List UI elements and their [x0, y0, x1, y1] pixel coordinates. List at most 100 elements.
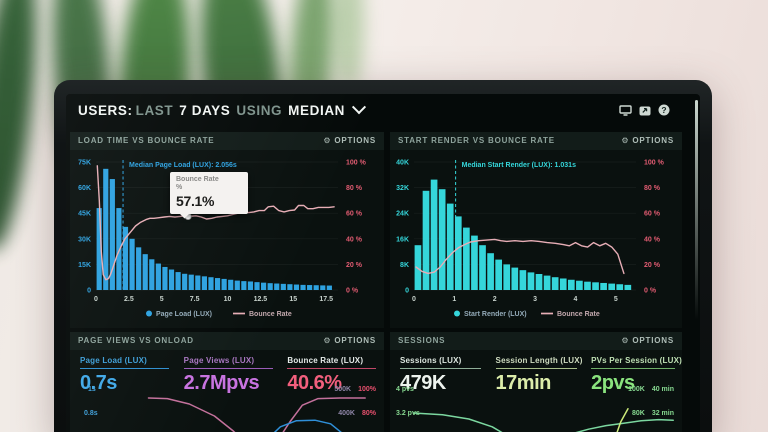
histogram-bar[interactable]	[438, 189, 446, 290]
sessions-sparkline: 4 pvs 3.2 pvs 100K 40 min 80K 32 min	[390, 386, 682, 432]
y-axis-right-tick: 20 %	[644, 262, 661, 269]
histogram-bar[interactable]	[241, 281, 247, 290]
tooltip-unit: %	[176, 184, 183, 191]
histogram-bar[interactable]	[430, 179, 438, 290]
x-axis-tick: 1	[452, 296, 456, 303]
histogram-bar[interactable]	[624, 284, 632, 290]
gear-icon: ⚙	[323, 336, 332, 345]
histogram-bar[interactable]	[300, 284, 306, 290]
histogram-bar[interactable]	[600, 282, 607, 290]
legend-line-label: Bounce Rate	[249, 311, 292, 318]
metric-underline	[591, 368, 675, 369]
histogram-bar[interactable]	[527, 272, 535, 290]
tooltip-value: 57.1%	[176, 193, 215, 209]
options-button[interactable]: ⚙ OPTIONS	[621, 336, 674, 345]
histogram-bar[interactable]	[307, 285, 313, 290]
histogram-bar[interactable]	[155, 263, 161, 290]
histogram-bar[interactable]	[535, 274, 543, 290]
histogram-bar[interactable]	[592, 282, 599, 290]
x-axis-tick: 0	[94, 296, 98, 303]
histogram-bar[interactable]	[136, 247, 142, 290]
metric-value: 0.7s	[80, 372, 117, 394]
histogram-bar[interactable]	[175, 272, 181, 290]
screen-edge-reflection	[695, 100, 698, 320]
histogram-bar[interactable]	[109, 179, 115, 290]
histogram-bar[interactable]	[584, 281, 591, 290]
histogram-bar[interactable]	[274, 283, 280, 290]
pvs-per-session-sparkline	[413, 413, 536, 432]
histogram-bar[interactable]	[149, 259, 155, 290]
tooltip: Bounce Rate % 57.1%	[170, 172, 248, 219]
histogram-bar[interactable]	[254, 282, 260, 290]
histogram-bar[interactable]	[168, 269, 175, 290]
histogram-bar[interactable]	[511, 267, 519, 290]
metric-page-views: Page Views (LUX) 2.7Mpvs	[183, 356, 281, 395]
histogram-bar[interactable]	[446, 203, 454, 290]
plant-leaf	[334, 0, 364, 90]
spark-axis-label: 0.8s	[84, 410, 98, 417]
y-axis-right-tick: 100 %	[644, 160, 665, 167]
options-button[interactable]: ⚙ OPTIONS	[621, 136, 674, 145]
histogram-bar[interactable]	[162, 266, 168, 290]
histogram-bar[interactable]	[519, 270, 527, 290]
bounce-rate-line[interactable]	[415, 238, 625, 275]
histogram-bar[interactable]	[495, 259, 502, 290]
histogram-bar[interactable]	[129, 238, 135, 290]
histogram-bar[interactable]	[576, 280, 583, 290]
metric-session-length: Session Length (LUX) 17min	[495, 356, 585, 395]
histogram-bar[interactable]	[608, 283, 616, 290]
y-axis-left-tick: 0	[405, 288, 409, 295]
histogram-bar[interactable]	[454, 216, 462, 290]
histogram-bar[interactable]	[142, 254, 148, 290]
histogram-bar[interactable]	[96, 208, 102, 290]
options-button[interactable]: ⚙ OPTIONS	[323, 336, 376, 345]
histogram-bar[interactable]	[471, 235, 478, 290]
share-icon[interactable]	[639, 105, 651, 116]
histogram-bar[interactable]	[122, 226, 129, 290]
display-icon[interactable]	[619, 104, 632, 116]
histogram-bar[interactable]	[182, 273, 188, 290]
histogram-bar[interactable]	[267, 283, 273, 290]
histogram-bar[interactable]	[487, 253, 494, 290]
histogram-bar[interactable]	[479, 245, 486, 290]
histogram-bar[interactable]	[616, 284, 624, 290]
median-label: Median Start Render (LUX): 1.031s	[462, 162, 576, 169]
histogram-bar[interactable]	[188, 274, 194, 290]
histogram-bar[interactable]	[195, 275, 201, 290]
histogram-bar[interactable]	[326, 285, 332, 290]
histogram-bar[interactable]	[313, 285, 319, 290]
histogram-bar[interactable]	[422, 190, 430, 290]
histogram-bar[interactable]	[201, 276, 207, 290]
histogram-bar[interactable]	[287, 284, 293, 290]
legend-bar-label: Page Load (LUX)	[156, 311, 212, 318]
y-axis-right-tick: 40 %	[644, 236, 661, 243]
histogram-bar[interactable]	[214, 278, 221, 290]
histogram-bar[interactable]	[221, 278, 227, 290]
histogram-bar[interactable]	[567, 279, 575, 290]
histogram-bar[interactable]	[228, 279, 234, 290]
histogram-bar[interactable]	[234, 280, 240, 290]
bounce-rate-line[interactable]	[96, 165, 335, 281]
histogram-bar[interactable]	[247, 281, 254, 290]
histogram-bar[interactable]	[543, 275, 551, 290]
help-icon[interactable]: ?	[658, 104, 670, 116]
histogram-bar[interactable]	[103, 168, 109, 290]
histogram-bar[interactable]	[463, 227, 470, 290]
histogram-bar[interactable]	[293, 284, 300, 290]
histogram-bar[interactable]	[208, 277, 214, 290]
histogram-bar[interactable]	[261, 282, 267, 290]
users-range-dropdown[interactable]: USERS: LAST 7 DAYS USING MEDIAN	[78, 100, 367, 118]
options-button[interactable]: ⚙ OPTIONS	[323, 136, 376, 145]
metric-value: 479K	[400, 372, 446, 394]
histogram-bar[interactable]	[116, 208, 122, 290]
histogram-bar[interactable]	[280, 283, 286, 290]
histogram-bar[interactable]	[559, 278, 567, 290]
y-axis-left-tick: 40K	[396, 160, 409, 167]
histogram-bar[interactable]	[503, 264, 511, 290]
histogram-bar[interactable]	[551, 277, 559, 290]
chevron-down-icon	[351, 100, 367, 115]
sessions-sparkline	[571, 420, 673, 432]
start-render-chart[interactable]: 40K 32K 24K 16K 8K 0 100 % 80 % 60 % 40 % 20 % 0 % 0…	[390, 150, 682, 328]
histogram-bar[interactable]	[320, 285, 326, 290]
